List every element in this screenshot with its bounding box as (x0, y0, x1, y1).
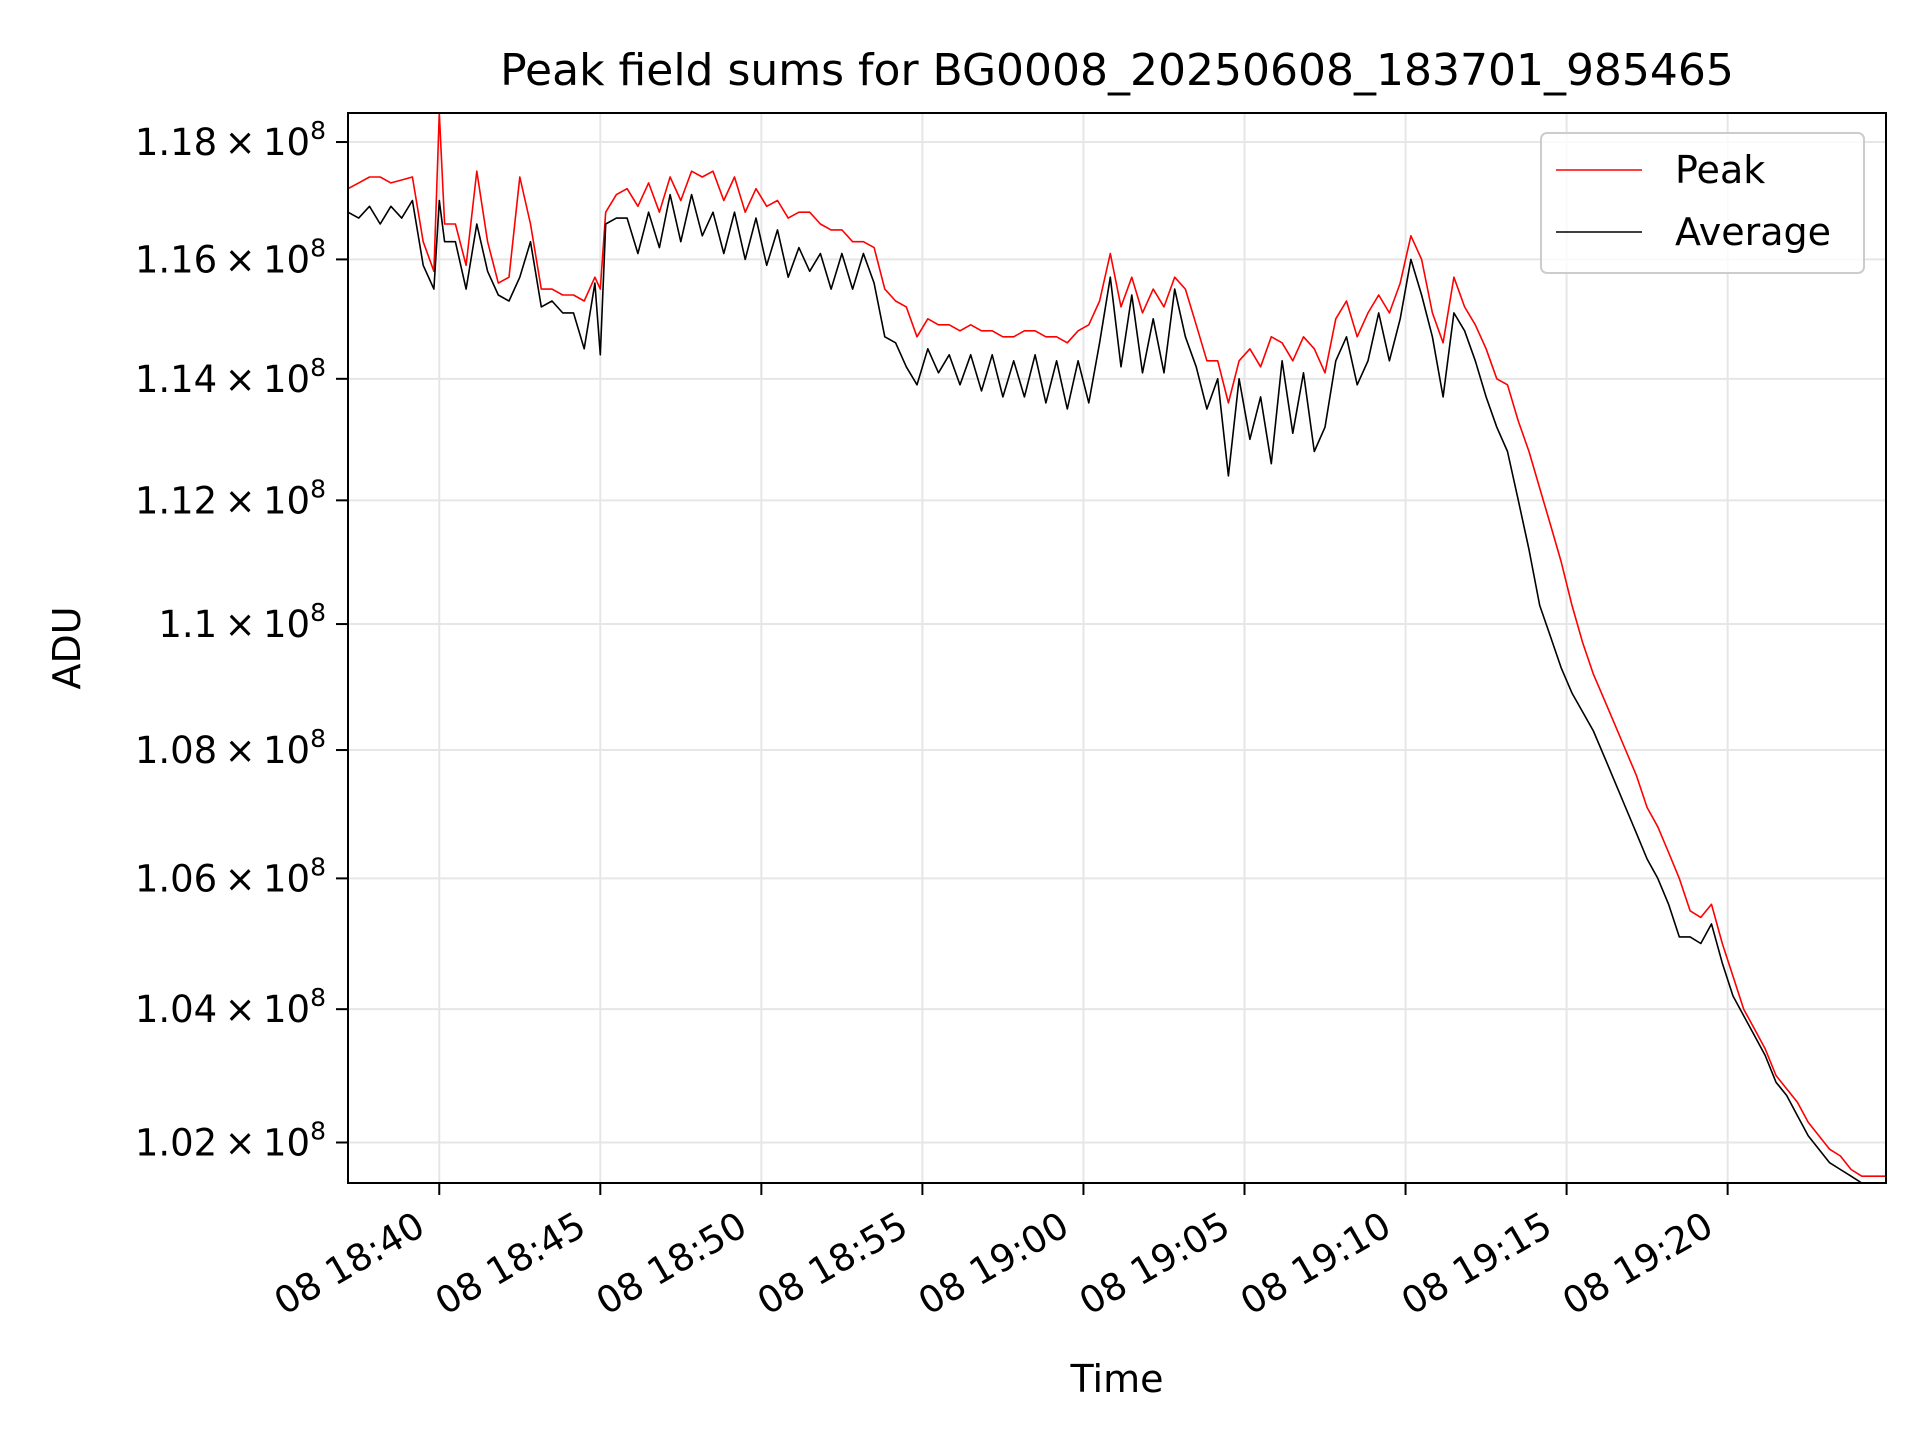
legend-label-peak: Peak (1675, 148, 1765, 192)
y-tick-label: 1.06 × 108 (135, 852, 326, 900)
y-tick-label: 1.16 × 108 (135, 233, 326, 281)
legend-label-average: Average (1675, 210, 1831, 254)
grid (348, 113, 1886, 1183)
y-tick-label: 1.04 × 108 (135, 983, 326, 1031)
series-layer (348, 113, 1886, 1183)
y-axis: 1.02 × 108 1.04 × 108 1.06 × 108 1.08 × 108… (135, 116, 348, 1164)
y-tick-label: 1.02 × 108 (135, 1116, 326, 1164)
series-line-average (348, 193, 1886, 1183)
y-axis-label: ADU (45, 606, 89, 689)
y-tick-label: 1.08 × 108 (135, 724, 326, 772)
y-tick-label: 1.18 × 108 (135, 116, 326, 164)
legend-box (1540, 132, 1865, 274)
chart-title: Peak field sums for BG0008_20250608_1837… (500, 45, 1734, 96)
x-axis-label: Time (1070, 1357, 1164, 1401)
legend: Peak Average (1540, 132, 1865, 274)
y-tick-label: 1.1 × 108 (158, 598, 326, 646)
y-tick-label: 1.14 × 108 (135, 353, 326, 401)
plot-frame (347, 112, 1887, 1184)
series-line-peak (348, 113, 1886, 1177)
y-tick-label: 1.12 × 108 (135, 474, 326, 522)
